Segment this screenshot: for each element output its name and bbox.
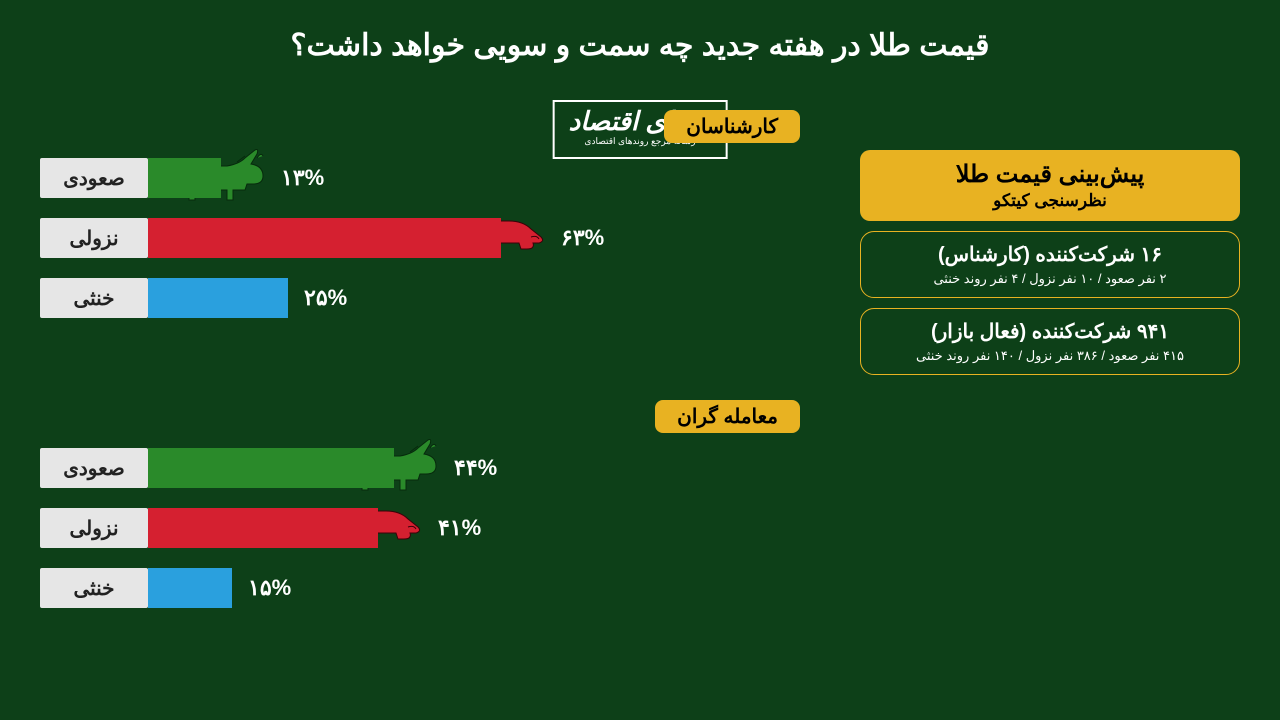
info-box-main: ۹۴۱ شرکت‌کننده (فعال بازار): [875, 319, 1225, 344]
bar-label: نزولی: [40, 508, 148, 548]
bar-fill: [148, 278, 288, 318]
bar-track: ۱۵%: [148, 568, 800, 608]
bar-row: خنثی ۲۵%: [40, 275, 800, 321]
info-box-sub: ۲ نفر صعود / ۱۰ نفر نزول / ۴ نفر روند خن…: [875, 271, 1225, 287]
bar-row: صعودی ۴۴%: [40, 445, 800, 491]
bar-percent: ۶۳%: [561, 225, 604, 251]
bar-row: صعودی ۱۳%: [40, 155, 800, 201]
bar-percent: ۴۴%: [454, 455, 497, 481]
bar-label: نزولی: [40, 218, 148, 258]
bar-label: صعودی: [40, 448, 148, 488]
bar-track: ۶۳%: [148, 218, 800, 258]
group-tag: معامله گران: [655, 400, 800, 433]
info-box: ۹۴۱ شرکت‌کننده (فعال بازار) ۴۱۵ نفر صعود…: [860, 308, 1240, 375]
info-header-main: پیش‌بینی قیمت طلا: [878, 160, 1222, 189]
bar-fill: [148, 508, 378, 548]
bar-fill: [148, 568, 232, 608]
bar-row: نزولی ۴۱%: [40, 505, 800, 551]
info-header: پیش‌بینی قیمت طلا نظرسنجی کیتکو: [860, 150, 1240, 221]
bar-fill: [148, 218, 501, 258]
info-panel: پیش‌بینی قیمت طلا نظرسنجی کیتکو ۱۶ شرکت‌…: [860, 150, 1240, 375]
bar-percent: ۱۵%: [248, 575, 291, 601]
bar-label: خنثی: [40, 278, 148, 318]
bar-percent: ۱۳%: [281, 165, 324, 191]
bar-track: ۴۱%: [148, 508, 800, 548]
chart-group-experts: کارشناسان صعودی ۱۳% نزولی ۶۳% خنثی ۲۵%: [40, 110, 800, 335]
info-header-sub: نظرسنجی کیتکو: [878, 191, 1222, 211]
bar-percent: ۴۱%: [438, 515, 481, 541]
bar-label: خنثی: [40, 568, 148, 608]
info-box-sub: ۴۱۵ نفر صعود / ۳۸۶ نفر نزول / ۱۴۰ نفر رو…: [875, 348, 1225, 364]
bar-track: ۲۵%: [148, 278, 800, 318]
bar-fill: [148, 158, 221, 198]
bar-percent: ۲۵%: [304, 285, 347, 311]
bar-label: صعودی: [40, 158, 148, 198]
bar-row: نزولی ۶۳%: [40, 215, 800, 261]
bar-fill: [148, 448, 394, 488]
info-box-main: ۱۶ شرکت‌کننده (کارشناس): [875, 242, 1225, 267]
info-box: ۱۶ شرکت‌کننده (کارشناس) ۲ نفر صعود / ۱۰ …: [860, 231, 1240, 298]
page-title: قیمت طلا در هفته جدید چه سمت و سویی خواه…: [0, 0, 1280, 63]
bar-track: ۱۳%: [148, 158, 800, 198]
bar-track: ۴۴%: [148, 448, 800, 488]
chart-group-traders: معامله گران صعودی ۴۴% نزولی ۴۱% خنثی ۱۵%: [40, 400, 800, 625]
group-tag: کارشناسان: [664, 110, 800, 143]
bar-row: خنثی ۱۵%: [40, 565, 800, 611]
